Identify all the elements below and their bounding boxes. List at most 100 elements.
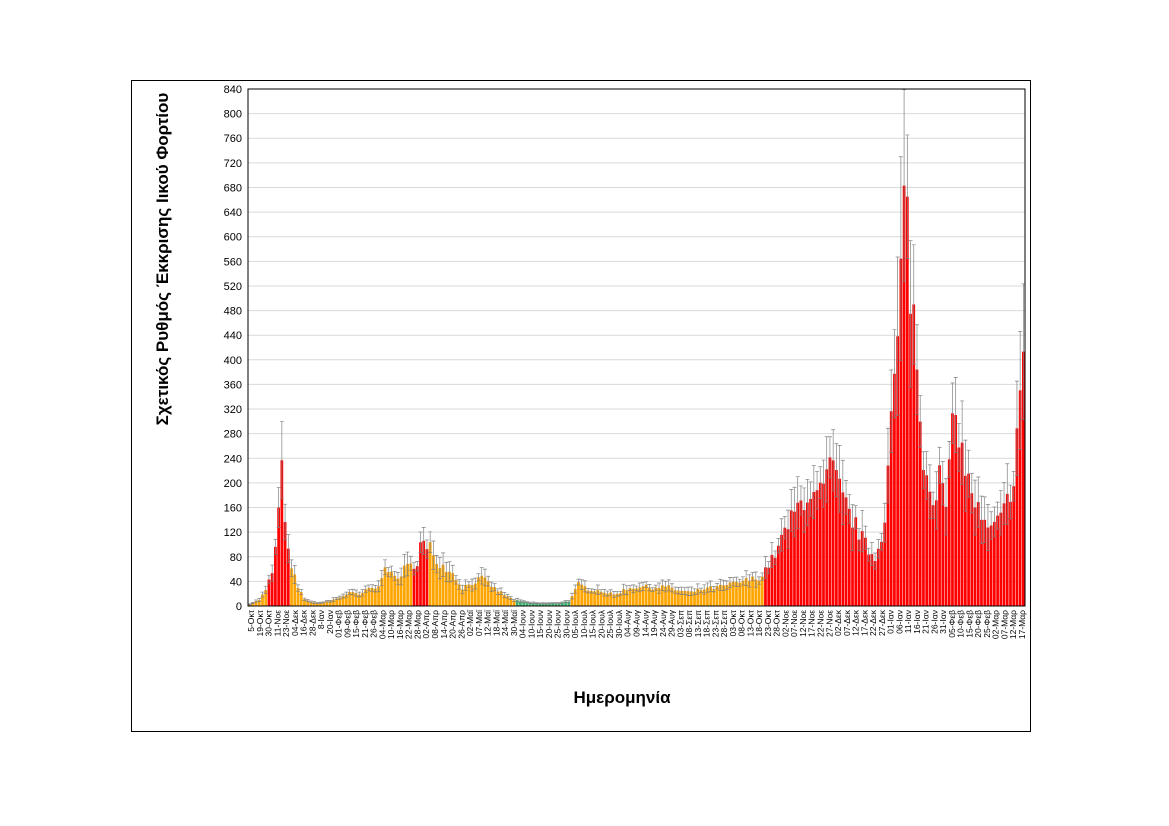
bar [312, 602, 316, 606]
bar [325, 601, 329, 606]
bar [357, 594, 361, 606]
bar [857, 539, 861, 606]
bar [486, 581, 490, 606]
error-bar [660, 579, 665, 591]
bar [586, 590, 590, 606]
bar [870, 554, 874, 606]
bar [344, 594, 348, 606]
x-tick-label: 30-Οκτ [264, 609, 274, 636]
error-bar [808, 481, 813, 517]
bar [432, 555, 435, 606]
bar [670, 587, 674, 606]
error-bar [573, 584, 578, 594]
error-bar [389, 565, 394, 578]
bar [580, 584, 584, 606]
x-tick-label: 08-Οκτ [737, 609, 747, 636]
bar [1012, 486, 1016, 606]
error-bar [453, 575, 458, 585]
error-bar [495, 588, 500, 595]
x-tick-label: 04-Δεκ [290, 609, 300, 636]
x-tick-label: 23-Οκτ [763, 609, 773, 636]
error-bar [1011, 470, 1016, 502]
x-tick-label: 11-Ιαν [903, 610, 913, 633]
error-bar [969, 473, 974, 514]
bar [625, 590, 629, 606]
bar [593, 591, 596, 606]
bar [535, 603, 538, 606]
error-bar [663, 580, 668, 593]
error-bar [976, 476, 981, 528]
error-bar [950, 382, 955, 444]
x-tick-label: 07-Δεκ [842, 609, 852, 636]
bar [970, 493, 974, 606]
error-bar [985, 504, 990, 551]
chart-frame: 0 40 80 120 160 200 240 280 320 360 400 440 480 520 56… [131, 80, 1031, 732]
bar [470, 585, 474, 606]
error-bar [689, 586, 694, 597]
bar [525, 602, 529, 606]
error-bar [960, 400, 965, 485]
x-tick-label: 31-Ιαν [938, 610, 948, 634]
x-tick-label: 04-Ιουν [518, 610, 528, 638]
bar [722, 585, 725, 606]
error-bar [882, 502, 887, 543]
bar [947, 459, 951, 606]
error-bar [944, 478, 949, 536]
error-bar [424, 539, 429, 559]
error-bar [769, 541, 774, 568]
plot-area-border [247, 88, 1026, 607]
error-bar [792, 486, 797, 537]
bar [767, 567, 771, 606]
error-bar [837, 445, 842, 513]
error-bar [576, 578, 581, 586]
bar [322, 602, 326, 606]
error-bar [795, 476, 800, 530]
error-bar [463, 579, 468, 591]
error-bar [715, 583, 720, 590]
bar [909, 313, 912, 606]
bar [880, 541, 883, 606]
error-bar [357, 591, 362, 598]
bar [838, 478, 841, 606]
bar [754, 579, 758, 606]
bar [744, 578, 748, 606]
bar [335, 598, 339, 606]
bar [283, 522, 287, 606]
error-bar [418, 531, 423, 553]
bar [425, 549, 429, 606]
error-bar [840, 459, 845, 525]
x-tick-label: 18-Σεπ [702, 610, 712, 637]
error-bar [502, 592, 507, 598]
error-bar [937, 446, 942, 484]
x-tick-label: 14-Αυγ [640, 609, 650, 637]
error-bar [408, 555, 413, 572]
bar [332, 599, 335, 606]
bar [925, 475, 929, 606]
error-bar [773, 550, 778, 565]
error-bar [515, 597, 520, 603]
bar [680, 590, 683, 606]
error-bar [695, 583, 700, 595]
x-tick-label: 12-Μαϊ [483, 609, 493, 636]
bar [912, 304, 916, 606]
error-bar [470, 578, 475, 592]
y-axis-ticks: 0 40 80 120 160 200 240 280 320 360 400 440 480 520 56… [224, 84, 242, 613]
x-tick-label: 07-Μαρ [999, 610, 1009, 639]
x-tick-label: 19-Αυγ [649, 609, 659, 637]
error-bar [824, 436, 829, 503]
error-bar [254, 599, 259, 603]
bar [931, 505, 935, 606]
bar [467, 584, 471, 606]
x-tick-label: 07-Μαϊ [474, 609, 484, 636]
bar [473, 583, 477, 606]
error-bar [850, 504, 855, 551]
error-bar [734, 576, 739, 588]
bar [296, 588, 300, 606]
bar [609, 592, 613, 606]
bar [596, 589, 600, 606]
x-tick-label: 30-Μαϊ [509, 609, 519, 636]
bar [641, 586, 645, 606]
x-tick-label: 26-Ιαν [929, 610, 939, 634]
x-tick-label: 23-Νοε [281, 610, 291, 637]
error-bar [1008, 484, 1013, 520]
